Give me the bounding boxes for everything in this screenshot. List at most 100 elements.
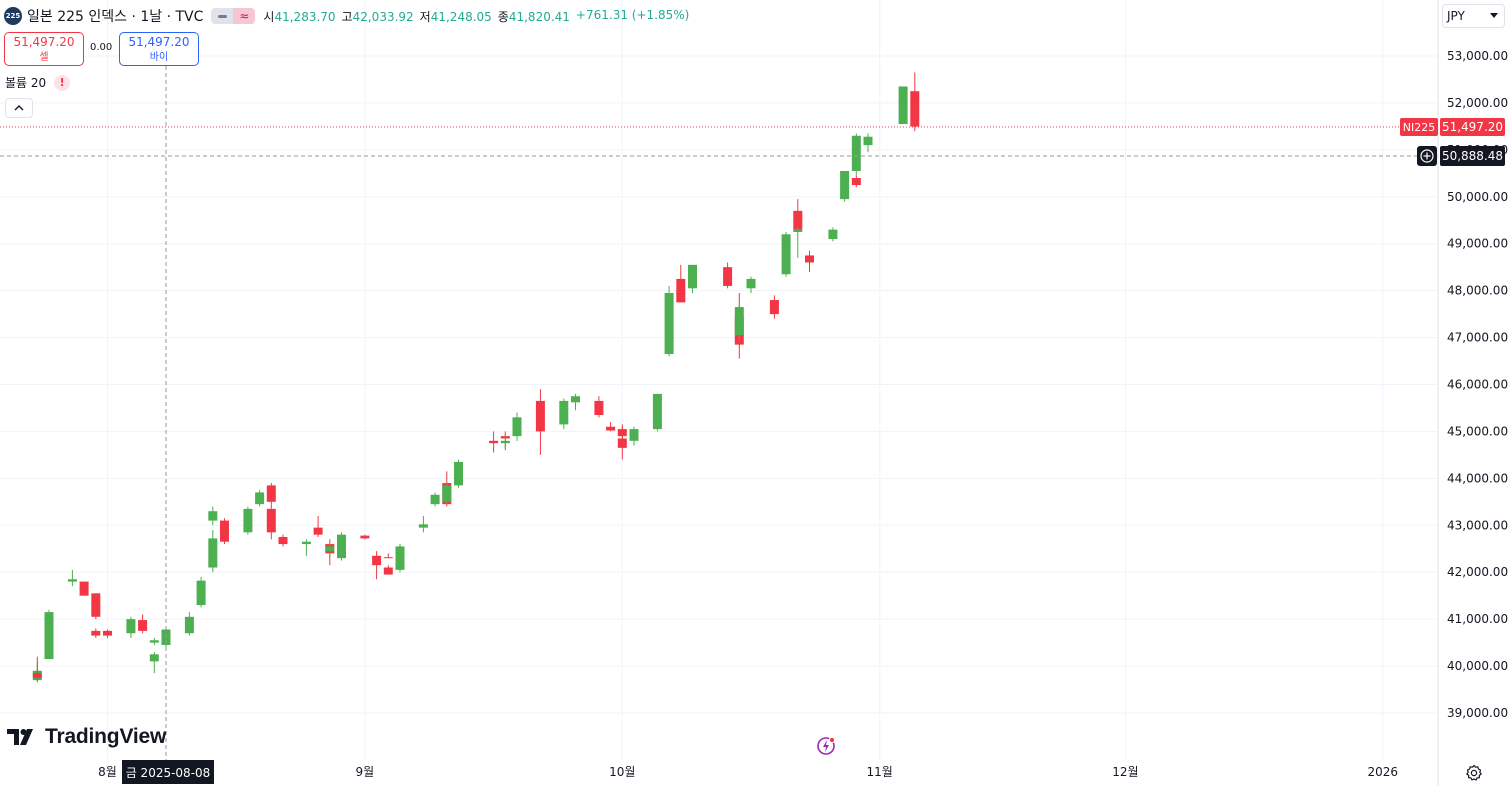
candle-body — [149, 640, 159, 643]
candle-body — [430, 494, 440, 505]
candle-body — [383, 567, 393, 575]
candle-body — [243, 508, 253, 533]
candle — [91, 628, 101, 638]
change-value: +761.31 (+1.85%) — [575, 7, 690, 22]
candle-body — [617, 438, 627, 448]
price-lines — [0, 38, 1438, 760]
x-tick-label: 10월 — [609, 765, 635, 779]
candle — [161, 628, 171, 648]
candle — [793, 199, 803, 230]
y-tick-label: 48,000.00 — [1447, 284, 1508, 298]
ohlc-values: 시41,283.70 고42,033.92 저41,248.05 종41,820… — [263, 8, 689, 25]
candle — [44, 609, 54, 660]
y-tick-label: 41,000.00 — [1447, 612, 1508, 626]
close-key: 종 — [497, 9, 509, 24]
crosshair-price-tag: 50,888.48 — [1440, 146, 1505, 166]
candle — [910, 72, 920, 132]
candle-body — [149, 654, 159, 662]
time-axis[interactable]: 8월 9월 10월 11월 12월 2026 — [98, 765, 1398, 779]
candle — [571, 393, 580, 411]
candle — [149, 637, 159, 645]
add-order-button[interactable] — [1417, 146, 1437, 166]
symbol-header: 225 일본 225 인덱스 · 1날 · TVC ≈ 시41,283.70 고… — [4, 5, 689, 27]
tradingview-logo[interactable]: TradingView — [7, 725, 166, 749]
open-key: 시 — [263, 9, 275, 24]
x-tick-label: 2026 — [1368, 765, 1399, 779]
candle — [325, 544, 335, 559]
chevron-up-icon — [14, 105, 24, 111]
collapse-legend-button[interactable] — [5, 98, 33, 118]
symbol-title[interactable]: 일본 225 인덱스 · 1날 · TVC — [27, 9, 204, 25]
candle-body — [489, 440, 499, 444]
sell-button[interactable]: 51,497.20 셀 — [4, 32, 84, 66]
candle — [606, 422, 616, 432]
compare-icon[interactable]: ≈ — [233, 8, 256, 24]
candle-body — [91, 630, 101, 636]
candle-body — [840, 170, 850, 200]
candle — [898, 86, 908, 125]
candle-body — [79, 581, 89, 596]
candle-body — [372, 555, 382, 566]
candle — [126, 616, 136, 638]
candle — [652, 393, 662, 432]
symbol-logo[interactable]: 225 — [4, 7, 22, 25]
grid-lines — [0, 0, 1438, 760]
current-price-tag: 51,497.20 — [1440, 118, 1505, 136]
candle-body — [676, 292, 686, 303]
candle-body — [126, 619, 136, 634]
candle-body — [688, 264, 697, 289]
visibility-toggle[interactable]: ≈ — [211, 8, 256, 24]
candle-body — [138, 620, 148, 631]
lightning-icon[interactable] — [816, 736, 836, 756]
candle-body — [793, 210, 803, 230]
candle — [395, 544, 405, 573]
candle — [138, 614, 148, 634]
candle-body — [512, 417, 522, 437]
candle-body — [898, 86, 908, 125]
candle — [243, 506, 253, 535]
currency-label: JPY — [1447, 9, 1465, 23]
candle — [723, 262, 733, 289]
candle — [781, 231, 791, 277]
crosshair-date-tag: 금 2025-08-08 — [122, 760, 214, 784]
candle — [863, 133, 873, 153]
candle-body — [629, 429, 639, 441]
candle-body — [454, 461, 463, 486]
candle-body — [383, 557, 393, 559]
volume-indicator[interactable]: 볼륨 20 ! — [5, 74, 71, 91]
candle-body — [337, 534, 346, 559]
sell-label: 셀 — [39, 52, 49, 63]
candle — [594, 396, 604, 418]
candle-body — [559, 400, 569, 408]
candle-body — [208, 538, 218, 568]
candle-body — [781, 234, 791, 275]
candle-body — [571, 396, 580, 403]
candle — [91, 593, 101, 620]
buy-button[interactable]: 51,497.20 바이 — [119, 32, 199, 66]
candle-body — [442, 485, 452, 502]
warning-icon[interactable]: ! — [54, 74, 71, 91]
candle-body — [805, 255, 814, 263]
gear-icon[interactable] — [1465, 764, 1483, 782]
y-tick-label: 53,000.00 — [1447, 49, 1508, 63]
candle — [535, 389, 545, 455]
candle-body — [535, 400, 545, 432]
candle — [266, 504, 276, 540]
hide-icon[interactable] — [211, 8, 234, 24]
y-tick-label: 49,000.00 — [1447, 237, 1508, 251]
low-key: 저 — [419, 9, 431, 24]
candle — [805, 250, 814, 272]
candle-body — [851, 178, 861, 186]
close-value: 41,820.41 — [508, 9, 570, 24]
y-tick-label: 52,000.00 — [1447, 96, 1508, 110]
y-tick-label: 43,000.00 — [1447, 518, 1508, 532]
candle — [840, 170, 850, 202]
candle — [489, 431, 499, 453]
candle-body — [161, 629, 171, 645]
candle-body — [606, 426, 616, 431]
candle — [220, 518, 229, 545]
y-tick-label: 47,000.00 — [1447, 331, 1508, 345]
candle — [255, 490, 265, 507]
currency-select[interactable]: JPY — [1442, 4, 1505, 28]
